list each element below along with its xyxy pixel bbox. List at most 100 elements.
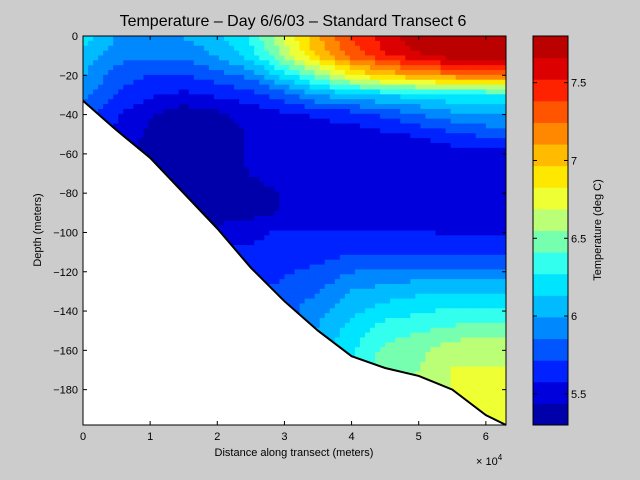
contour-cell bbox=[244, 70, 250, 76]
contour-cell bbox=[334, 240, 341, 246]
contour-cell bbox=[359, 225, 366, 232]
contour-cell bbox=[229, 142, 235, 149]
contour-cell bbox=[430, 172, 437, 178]
contour-cell bbox=[229, 74, 235, 81]
contour-cell bbox=[153, 142, 160, 149]
contour-cell bbox=[495, 147, 502, 154]
contour-cell bbox=[314, 108, 321, 115]
contour-cell bbox=[239, 152, 245, 159]
contour-cell bbox=[249, 235, 255, 241]
contour-cell bbox=[249, 50, 255, 57]
contour-cell bbox=[239, 220, 245, 227]
contour-cell bbox=[304, 60, 311, 66]
contour-cell bbox=[213, 74, 220, 81]
contour-cell bbox=[173, 94, 180, 100]
contour-cell bbox=[309, 206, 316, 212]
contour-cell bbox=[183, 181, 190, 188]
contour-cell bbox=[450, 191, 457, 198]
contour-cell bbox=[349, 240, 356, 246]
contour-cell bbox=[264, 108, 270, 115]
contour-cell bbox=[299, 308, 306, 314]
contour-cell bbox=[249, 230, 255, 236]
contour-cell bbox=[500, 45, 506, 52]
contour-cell bbox=[324, 45, 331, 52]
contour-cell bbox=[324, 245, 331, 251]
contour-cell bbox=[370, 142, 376, 149]
contour-cell bbox=[299, 60, 306, 66]
contour-cell bbox=[400, 172, 406, 178]
contour-cell bbox=[244, 138, 250, 144]
contour-cell bbox=[500, 65, 506, 71]
contour-cell bbox=[470, 215, 477, 222]
contour-cell bbox=[380, 79, 386, 86]
contour-cell bbox=[173, 152, 180, 159]
contour-cell bbox=[329, 138, 336, 144]
contour-cell bbox=[309, 215, 316, 222]
contour-cell bbox=[249, 215, 255, 222]
contour-cell bbox=[390, 133, 396, 139]
contour-cell bbox=[163, 104, 170, 110]
contour-cell bbox=[349, 254, 356, 261]
contour-cell bbox=[450, 118, 457, 125]
contour-cell bbox=[445, 50, 452, 57]
contour-cell bbox=[485, 177, 492, 183]
contour-cell bbox=[460, 84, 467, 91]
contour-cell bbox=[475, 40, 482, 47]
contour-cell bbox=[359, 196, 366, 202]
contour-cell bbox=[304, 104, 311, 110]
contour-cell bbox=[349, 45, 356, 52]
contour-cell bbox=[224, 118, 230, 125]
contour-cell bbox=[289, 269, 296, 275]
contour-cell bbox=[445, 318, 452, 324]
contour-cell bbox=[400, 94, 406, 100]
contour-cell bbox=[400, 293, 406, 300]
contour-cell bbox=[385, 313, 391, 319]
contour-cell bbox=[425, 298, 432, 305]
contour-cell bbox=[395, 84, 401, 91]
contour-cell bbox=[229, 240, 235, 246]
contour-cell bbox=[480, 274, 487, 280]
contour-cell bbox=[460, 196, 467, 202]
contour-cell bbox=[485, 245, 492, 251]
contour-cell bbox=[480, 84, 487, 91]
contour-cell bbox=[193, 50, 200, 57]
contour-cell bbox=[324, 74, 331, 81]
contour-cell bbox=[264, 249, 270, 256]
contour-cell bbox=[365, 133, 371, 139]
contour-cell bbox=[239, 211, 245, 217]
contour-cell bbox=[289, 288, 296, 295]
contour-cell bbox=[279, 288, 286, 295]
contour-cell bbox=[375, 157, 381, 164]
contour-cell bbox=[183, 108, 190, 115]
contour-cell bbox=[349, 220, 356, 227]
contour-cell bbox=[390, 211, 396, 217]
contour-cell bbox=[395, 74, 401, 81]
contour-cell bbox=[299, 235, 306, 241]
contour-cell bbox=[269, 230, 275, 236]
contour-cell bbox=[83, 79, 89, 86]
contour-cell bbox=[440, 220, 447, 227]
contour-cell bbox=[269, 211, 275, 217]
contour-cell bbox=[445, 113, 452, 120]
contour-cell bbox=[475, 211, 482, 217]
contour-cell bbox=[213, 220, 220, 227]
contour-cell bbox=[88, 60, 94, 66]
contour-cell bbox=[289, 283, 296, 290]
contour-cell bbox=[188, 94, 195, 100]
contour-cell bbox=[349, 303, 356, 309]
contour-cell bbox=[390, 235, 396, 241]
contour-cell bbox=[319, 279, 326, 285]
contour-cell bbox=[274, 211, 280, 217]
contour-cell bbox=[460, 303, 467, 309]
contour-cell bbox=[405, 254, 411, 261]
contour-cell bbox=[465, 133, 472, 139]
contour-cell bbox=[445, 283, 452, 290]
contour-cell bbox=[334, 50, 341, 57]
contour-cell bbox=[435, 123, 442, 129]
contour-cell bbox=[395, 123, 401, 129]
contour-cell bbox=[224, 65, 230, 71]
contour-cell bbox=[264, 94, 270, 100]
contour-cell bbox=[380, 104, 386, 110]
contour-cell bbox=[198, 133, 205, 139]
contour-cell bbox=[445, 303, 452, 309]
